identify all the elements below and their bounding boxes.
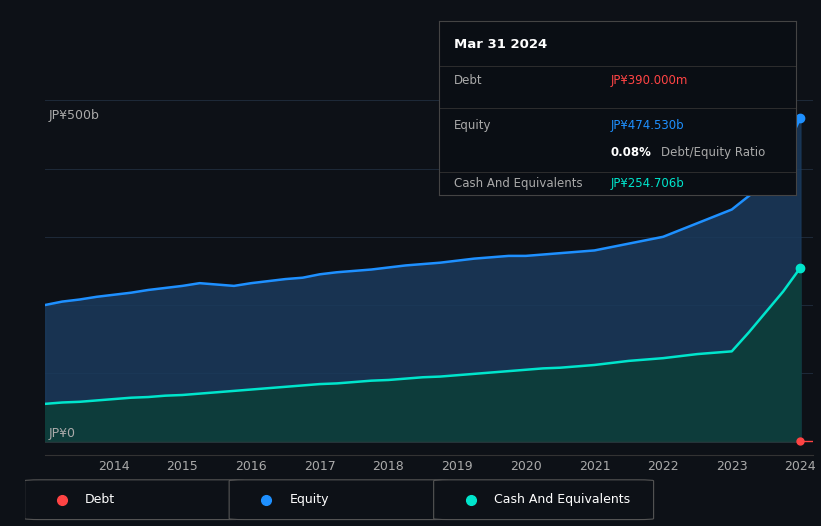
Text: JP¥0: JP¥0 — [49, 427, 76, 440]
Text: Cash And Equivalents: Cash And Equivalents — [453, 177, 582, 190]
Text: Equity: Equity — [453, 119, 491, 132]
Text: Cash And Equivalents: Cash And Equivalents — [494, 493, 630, 506]
FancyBboxPatch shape — [229, 480, 449, 520]
Text: Equity: Equity — [289, 493, 329, 506]
Text: JP¥500b: JP¥500b — [49, 109, 100, 122]
Text: JP¥474.530b: JP¥474.530b — [611, 119, 684, 132]
Text: JP¥390.000m: JP¥390.000m — [611, 74, 688, 87]
Text: Debt/Equity Ratio: Debt/Equity Ratio — [661, 146, 765, 159]
FancyBboxPatch shape — [433, 480, 654, 520]
FancyBboxPatch shape — [25, 480, 245, 520]
Text: 0.08%: 0.08% — [611, 146, 652, 159]
Text: JP¥254.706b: JP¥254.706b — [611, 177, 685, 190]
Text: Debt: Debt — [85, 493, 115, 506]
Text: Mar 31 2024: Mar 31 2024 — [453, 38, 547, 52]
Text: Debt: Debt — [453, 74, 482, 87]
